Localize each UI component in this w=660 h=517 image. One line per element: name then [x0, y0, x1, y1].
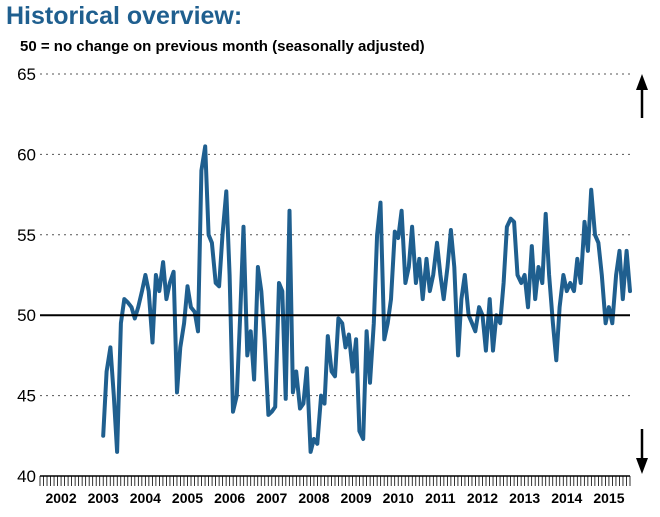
x-tick-label: 2005: [172, 490, 203, 506]
arrow-markers: [636, 74, 648, 474]
x-tick-label: 2009: [340, 490, 371, 506]
x-tick-label: 2012: [467, 490, 498, 506]
up-arrow-icon: [636, 74, 648, 118]
x-tick-label: 2010: [383, 490, 414, 506]
x-tick-label: 2007: [256, 490, 287, 506]
y-tick-label: 45: [17, 387, 36, 406]
x-tick-label: 2013: [509, 490, 540, 506]
y-tick-label: 60: [17, 145, 36, 164]
x-tick-label: 2004: [130, 490, 161, 506]
x-tick-label: 2003: [88, 490, 119, 506]
y-tick-label: 55: [17, 226, 36, 245]
x-tick-label: 2011: [425, 490, 456, 506]
page-title: Historical overview:: [6, 2, 243, 30]
y-tick-label: 65: [17, 65, 36, 84]
down-arrow-icon: [636, 429, 648, 474]
y-axis-tick-labels: 40 45 50 55 60 65: [17, 65, 36, 486]
series-line-0: [101, 144, 632, 454]
x-tick-label: 2015: [593, 490, 624, 506]
x-axis: 2002 2003 2004 2005 2006 2007 2008 2009 2010 2011…: [39, 475, 631, 506]
x-tick-label: 2002: [45, 490, 76, 506]
series-layer: [101, 144, 632, 454]
chart-subtitle: 50 = no change on previous month (season…: [20, 38, 425, 55]
y-tick-label: 40: [17, 467, 36, 486]
x-tick-label: 2006: [214, 490, 245, 506]
y-tick-label: 50: [17, 306, 36, 325]
x-tick-label: 2008: [298, 490, 329, 506]
x-tick-label: 2014: [551, 490, 582, 506]
